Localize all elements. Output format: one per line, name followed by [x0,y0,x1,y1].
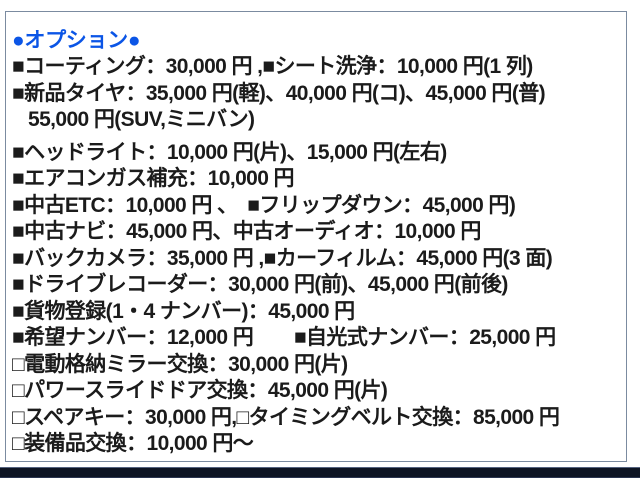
option-line: ■エアコンガス補充：10,000 円 [12,167,295,190]
option-line: ■新品タイヤ：35,000 円(軽)、40,000 円(コ)、45,000 円(… [12,81,546,105]
bottom-bar [0,467,640,478]
option-line: ■バックカメラ：35,000 円 ,■カーフィルム：45,000 円(3 面) [12,246,553,270]
option-line: ■希望ナンバー：12,000 円 ■自光式ナンバー：25,000 円 [12,326,556,349]
option-line: ■中古ETC：10,000 円 、 ■フリップダウン：45,000 円) [12,193,516,217]
options-panel: ●オプション● ■コーティング：30,000 円 ,■シート洗浄：10,000 … [5,11,627,462]
option-line: □装備品交換：10,000 円～ [12,432,254,455]
option-line: ■中古ナビ：45,000 円、中古オーディオ：10,000 円 [12,220,481,243]
option-line: □スペアキー：30,000 円,□タイミングベルト交換：85,000 円 [12,405,560,429]
options-list: ■コーティング：30,000 円 ,■シート洗浄：10,000 円(1 列) ■新… [12,54,624,458]
option-line: □電動格納ミラー交換：30,000 円(片) [12,352,348,376]
option-line: ■コーティング：30,000 円 ,■シート洗浄：10,000 円(1 列) [12,55,533,78]
option-line: ■ドライブレコーダー：30,000 円(前)、45,000 円(前後) [12,273,508,296]
option-line: □パワースライドドア交換：45,000 円(片) [12,379,388,402]
options-title: ●オプション● [12,29,141,52]
option-line: ■貨物登録(1・4 ナンバー)：45,000 円 [12,299,355,323]
option-line: 55,000 円(SUV,ミニバン) [28,108,255,131]
option-line: ■ヘッドライト：10,000 円(片)、15,000 円(左右) [12,140,447,164]
